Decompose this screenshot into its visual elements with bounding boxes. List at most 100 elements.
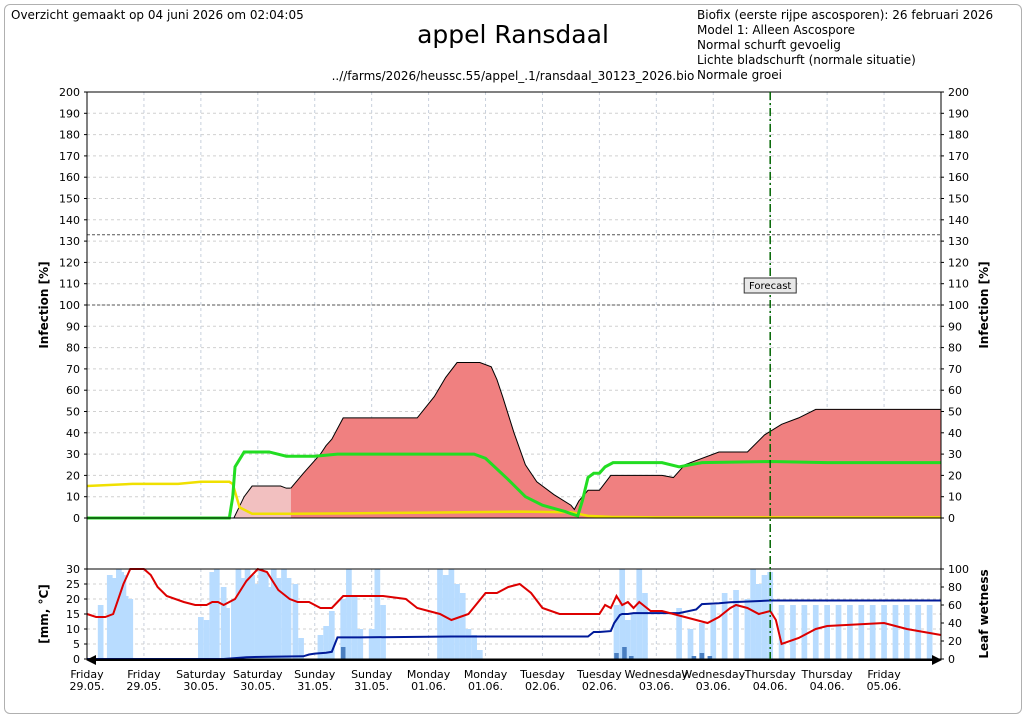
rain-bar — [249, 575, 255, 659]
x-tick-date-label: 30.05. — [183, 680, 218, 693]
rain-bar-dark — [707, 656, 713, 659]
infection-ytick-label-right: 160 — [948, 171, 969, 184]
rain-bar — [122, 596, 129, 659]
weather-ytick-label-right: 80 — [948, 581, 962, 594]
x-tick-date-label: 04.06. — [753, 680, 788, 693]
rain-bar — [106, 575, 113, 659]
infection-ytick-label-right: 180 — [948, 129, 969, 142]
infection-ytick-label-right: 100 — [948, 299, 969, 312]
rain-bar — [262, 572, 269, 659]
infection-ytick-label-right: 80 — [948, 342, 962, 355]
x-tick-day-label: Thursday — [801, 668, 854, 681]
infection-ytick-label-left: 70 — [66, 363, 80, 376]
timestamp-text: Overzicht gemaakt op 04 juni 2026 om 02:… — [11, 8, 304, 22]
rain-bar — [374, 569, 381, 659]
rain-bar — [203, 620, 210, 659]
rain-bar-dark — [629, 656, 634, 659]
rain-bar — [351, 596, 358, 659]
x-tick-day-label: Friday — [867, 668, 901, 681]
rain-bar — [231, 599, 237, 659]
infection-ytick-label-right: 110 — [948, 278, 969, 291]
infection-ytick-label-left: 160 — [59, 171, 80, 184]
rain-bar — [613, 605, 620, 659]
rain-bar — [340, 599, 347, 659]
rain-bar — [380, 605, 386, 659]
rain-bar — [323, 626, 329, 659]
infection-ytick-label-right: 140 — [948, 214, 969, 227]
x-tick-date-label: 02.06. — [582, 680, 617, 693]
forecast-label-box — [743, 277, 797, 294]
forecast-label: Forecast — [749, 281, 791, 292]
x-tick-day-label: Monday — [464, 668, 508, 681]
infection-ytick-label-left: 40 — [66, 427, 80, 440]
x-tick-date-label: 29.05. — [126, 680, 161, 693]
rain-bar — [733, 590, 739, 659]
rain-bar — [111, 578, 118, 659]
rain-bar — [858, 605, 865, 659]
rain-bar — [317, 635, 324, 659]
infection-ytick-label-right: 120 — [948, 256, 969, 269]
file-path: ..//farms/2026/heussc.55/appel_.1/ransda… — [331, 69, 695, 83]
rain-bar — [454, 584, 460, 659]
rain-bar — [881, 605, 887, 659]
rain-bar — [476, 650, 483, 659]
rain-bar — [676, 608, 682, 659]
infection-ytick-label-right: 30 — [948, 448, 962, 461]
infection-ytick-label-left: 180 — [59, 129, 80, 142]
rain-bar — [357, 629, 364, 659]
infection-past-area — [87, 486, 291, 518]
rain-bar — [835, 605, 842, 659]
info-biofix: Biofix (eerste rijpe ascosporen): 26 feb… — [697, 8, 994, 22]
x-tick-day-label: Tuesday — [576, 668, 622, 681]
x-tick-day-label: Friday — [127, 668, 161, 681]
infection-ytick-label-right: 60 — [948, 384, 962, 397]
infection-ytick-label-left: 30 — [66, 448, 80, 461]
x-tick-date-label: 01.06. — [468, 680, 503, 693]
x-tick-date-label: 03.06. — [696, 680, 731, 693]
infection-ytick-label-left: 120 — [59, 256, 80, 269]
info-situation: Lichte bladschurft (normale situatie) — [697, 53, 916, 67]
x-tick-date-label: 29.05. — [70, 680, 105, 693]
infection-ytick-label-right: 40 — [948, 427, 962, 440]
infection-ytick-label-right: 150 — [948, 193, 969, 206]
chart-title: appel Ransdaal — [417, 20, 609, 49]
rain-bar — [642, 593, 648, 659]
x-tick-day-label: Thursday — [744, 668, 797, 681]
infection-ytick-label-left: 100 — [59, 299, 80, 312]
temperature-line — [86, 567, 942, 646]
rain-bar — [198, 617, 204, 659]
rain-bar — [97, 605, 104, 659]
infection-ytick-label-right: 50 — [948, 406, 962, 419]
rain-bar — [721, 593, 728, 659]
rain-bar — [778, 605, 785, 659]
info-block: Biofix (eerste rijpe ascosporen): 26 feb… — [697, 8, 993, 83]
x-tick-day-label: Friday — [70, 668, 104, 681]
x-axis-arrow-right — [932, 655, 942, 665]
infection-ytick-label-left: 60 — [66, 384, 80, 397]
leaf-wetness-line — [87, 599, 941, 660]
weather-ytick-label-left: 20 — [66, 593, 80, 606]
infection-ytick-label-left: 140 — [59, 214, 80, 227]
infection-ytick-label-right: 70 — [948, 363, 962, 376]
weather-ytick-label-left: 10 — [66, 623, 80, 636]
x-tick-day-label: Wednesday — [681, 668, 745, 681]
infection-area — [290, 362, 942, 518]
rain-bar — [275, 578, 282, 659]
infection-ytick-label-left: 130 — [59, 235, 80, 248]
infection-ytick-label-left: 90 — [66, 320, 80, 333]
rain-bar — [824, 605, 830, 659]
weather-ytick-label-right: 60 — [948, 599, 962, 612]
rain-bar — [744, 599, 751, 659]
x-tick-date-label: 03.06. — [639, 680, 674, 693]
rain-bar — [220, 587, 227, 659]
rain-bar-dark — [622, 647, 627, 659]
weather-ylabel-left: [mm, °C] — [37, 584, 51, 644]
rain-bar — [869, 605, 876, 659]
rain-bar — [127, 599, 134, 659]
infection-ytick-label-left: 190 — [59, 107, 80, 120]
rain-bar — [298, 638, 304, 659]
x-tick-date-label: 30.05. — [240, 680, 275, 693]
x-tick-date-label: 05.06. — [867, 680, 902, 693]
x-axis-arrow-left — [86, 655, 96, 665]
rain-bar-dark — [699, 653, 705, 659]
